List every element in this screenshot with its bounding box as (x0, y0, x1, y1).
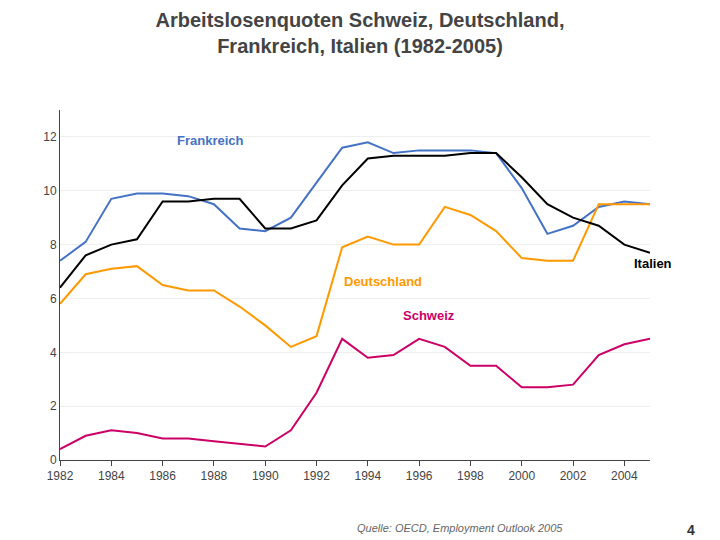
svg-text:8: 8 (50, 238, 57, 252)
svg-text:Schweiz: Schweiz (403, 308, 455, 323)
svg-text:1990: 1990 (252, 469, 279, 483)
svg-text:4: 4 (687, 522, 695, 538)
svg-text:1994: 1994 (354, 469, 381, 483)
svg-text:Frankreich: Frankreich (177, 133, 244, 148)
svg-text:1988: 1988 (201, 469, 228, 483)
svg-text:Italien: Italien (634, 256, 672, 271)
svg-text:2004: 2004 (611, 469, 638, 483)
svg-text:1992: 1992 (303, 469, 330, 483)
svg-text:12: 12 (43, 130, 57, 144)
svg-text:0: 0 (50, 453, 57, 467)
svg-text:1984: 1984 (98, 469, 125, 483)
svg-text:6: 6 (50, 292, 57, 306)
svg-text:2002: 2002 (560, 469, 587, 483)
svg-text:1986: 1986 (149, 469, 176, 483)
svg-text:Deutschland: Deutschland (344, 274, 422, 289)
svg-text:1998: 1998 (457, 469, 484, 483)
svg-text:10: 10 (43, 184, 57, 198)
svg-text:2: 2 (50, 399, 57, 413)
svg-text:Arbeitslosenquoten Schweiz, De: Arbeitslosenquoten Schweiz, Deutschland,… (156, 9, 565, 57)
svg-text:1996: 1996 (406, 469, 433, 483)
svg-text:4: 4 (50, 346, 57, 360)
svg-text:2000: 2000 (508, 469, 535, 483)
svg-text:Quelle: OECD, Employment Outlo: Quelle: OECD, Employment Outlook 2005 (357, 522, 563, 534)
svg-text:1982: 1982 (47, 469, 74, 483)
